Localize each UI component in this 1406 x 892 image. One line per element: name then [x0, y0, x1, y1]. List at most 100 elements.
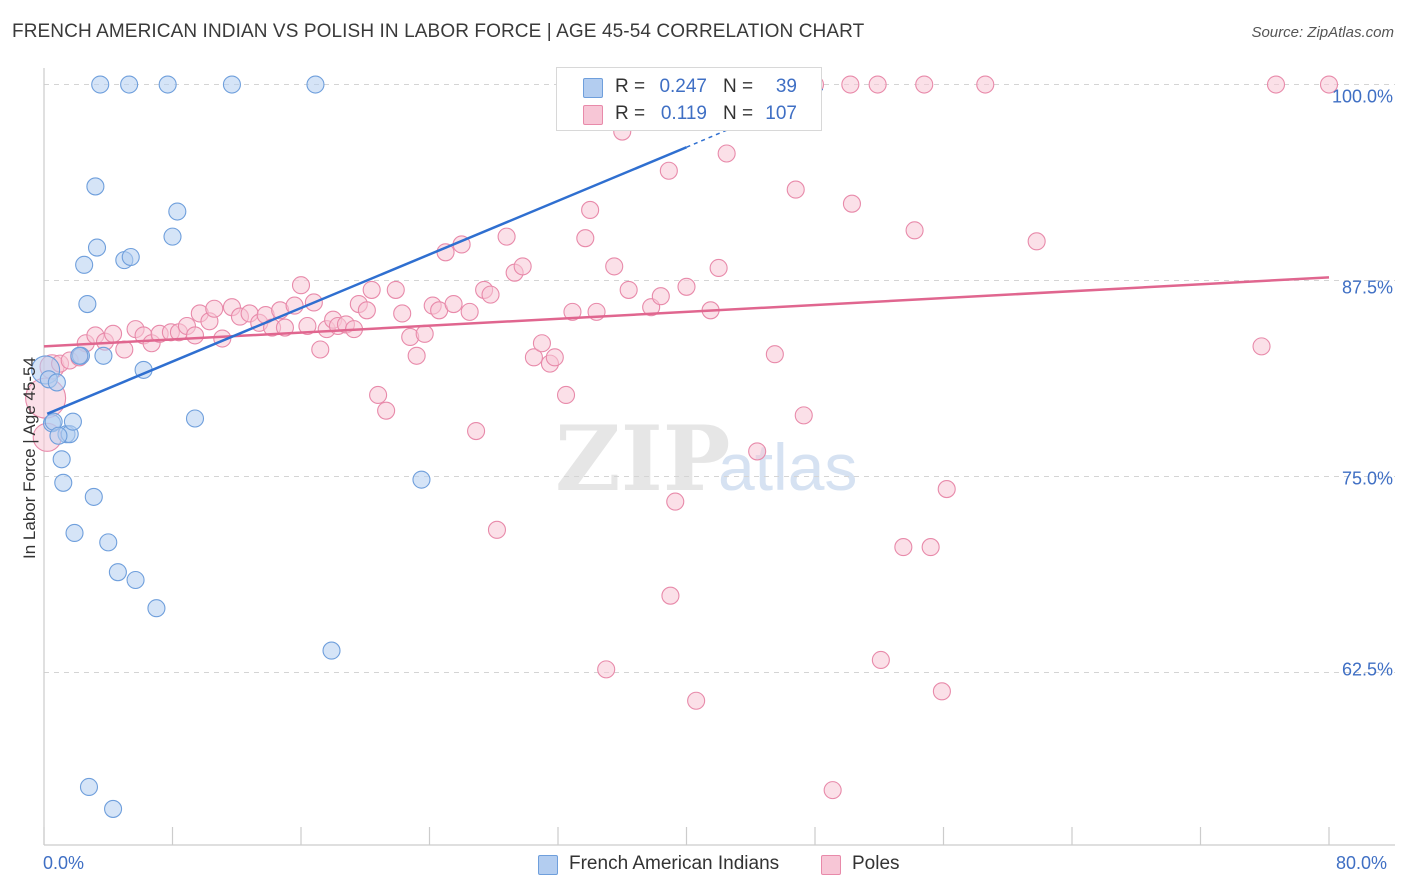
poles-point: [786, 180, 805, 199]
poles-point: [362, 280, 381, 299]
legend-n-label: N =: [723, 76, 754, 97]
trend-lines: [43, 88, 1330, 415]
french-american-indian-point: [412, 470, 431, 489]
legend-swatch-pink: [583, 105, 603, 125]
french-american-indian-point: [158, 75, 177, 94]
bottom-legend-label: French American Indians: [569, 853, 780, 874]
poles-point: [937, 480, 956, 499]
french-american-indian-point: [94, 346, 113, 365]
french-american-indian-point: [52, 450, 71, 469]
poles-point: [467, 421, 486, 441]
gridlines: [44, 84, 1395, 674]
poles-point: [932, 682, 951, 701]
french-american-indian-point: [163, 227, 182, 246]
poles-point: [357, 301, 376, 320]
poles-point: [291, 276, 311, 295]
source-credit: Source: ZipAtlas.com: [1251, 24, 1394, 41]
french-american-indian-point: [108, 563, 127, 582]
french-american-indian-point: [87, 238, 107, 257]
poles-point: [871, 650, 890, 670]
legend-row-poles: R = 0.119 N = 107: [557, 103, 821, 127]
poles-point: [481, 285, 500, 304]
poles-point: [605, 257, 624, 276]
poles-point: [415, 324, 434, 343]
poles-point: [619, 280, 638, 299]
french-american-indian-point: [306, 75, 325, 94]
poles-point: [205, 299, 224, 318]
poles-point: [532, 334, 551, 353]
poles-point: [894, 538, 913, 557]
poles-point: [104, 324, 123, 343]
french-american-indian-point: [168, 202, 187, 221]
poles-point: [597, 660, 616, 679]
y-tick-label-87-5: 87.5%: [1341, 277, 1393, 298]
poles-point: [545, 348, 564, 367]
bottom-legend-swatch-pink: [821, 855, 841, 875]
poles-point: [868, 75, 887, 94]
poles-point: [765, 345, 784, 364]
french-american-indian-point: [75, 255, 94, 274]
legend-r-value: 0.119: [660, 103, 707, 124]
french-american-indian-point: [99, 533, 118, 552]
poles-point: [1319, 75, 1339, 94]
bottom-legend-swatch-blue: [538, 855, 558, 875]
poles-point: [369, 385, 388, 405]
poles-point: [717, 144, 736, 163]
poles-point: [842, 194, 861, 213]
poles-point: [393, 304, 412, 323]
french-american-indian-point: [84, 487, 103, 506]
poles-point: [921, 538, 940, 557]
legend-n-value: 39: [775, 76, 797, 97]
y-tick-label-62-5: 62.5%: [1341, 659, 1393, 680]
poles-point: [651, 287, 670, 306]
french-american-indian-point: [49, 426, 68, 445]
poles-point: [677, 277, 696, 296]
poles-point: [311, 340, 330, 359]
poles-point: [687, 691, 706, 710]
poles-point: [748, 442, 767, 461]
legend-r-value: 0.247: [659, 76, 707, 97]
french-american-indian-point: [185, 409, 205, 428]
french-american-indian-point: [322, 641, 341, 660]
french-american-indian-point: [120, 75, 139, 94]
french-american-indian-point: [65, 523, 84, 543]
french-american-indian-point: [63, 412, 82, 431]
poles-point: [841, 75, 860, 94]
poles-point: [1266, 75, 1286, 94]
french-american-indian-point: [79, 777, 99, 797]
x-tick-label-max: 80.0%: [1336, 853, 1388, 873]
legend-row-french-american-indians: R = 0.247 N = 39: [557, 76, 821, 100]
y-axis-label: In Labor Force | Age 45-54: [20, 357, 39, 559]
poles-point: [298, 316, 317, 336]
poles-point: [497, 227, 516, 246]
poles-point: [659, 161, 678, 180]
poles-point: [513, 257, 532, 276]
poles-point: [1252, 337, 1271, 356]
poles-point: [407, 346, 426, 365]
french-american-indian-point: [121, 247, 140, 267]
poles-point: [915, 75, 934, 94]
legend-n-label: N =: [723, 103, 754, 124]
bottom-legend-label: Poles: [852, 853, 900, 874]
poles-point: [581, 200, 600, 220]
x-tick-label-min: 0.0%: [43, 853, 85, 873]
legend-r-label: R =: [615, 103, 646, 124]
poles-point: [563, 302, 582, 321]
poles-trend-line: [43, 276, 1330, 348]
french-american-indian-trend-line: [46, 146, 687, 415]
poles-point: [275, 318, 294, 337]
poles-point: [823, 781, 842, 800]
poles-point: [576, 229, 595, 248]
watermark-atlas: atlas: [718, 430, 857, 504]
french-american-indian-point: [78, 294, 97, 314]
poles-point: [377, 401, 396, 420]
french-american-indian-point: [147, 599, 166, 618]
legend-swatch-blue: [583, 78, 603, 98]
zipatlas-watermark: ZIP atlas: [555, 406, 857, 512]
french-american-indian-point: [126, 570, 145, 590]
poles-point: [185, 326, 205, 345]
poles-point: [661, 586, 680, 605]
poles-point: [444, 294, 463, 314]
y-tick-label-100: 100.0%: [1331, 86, 1393, 107]
